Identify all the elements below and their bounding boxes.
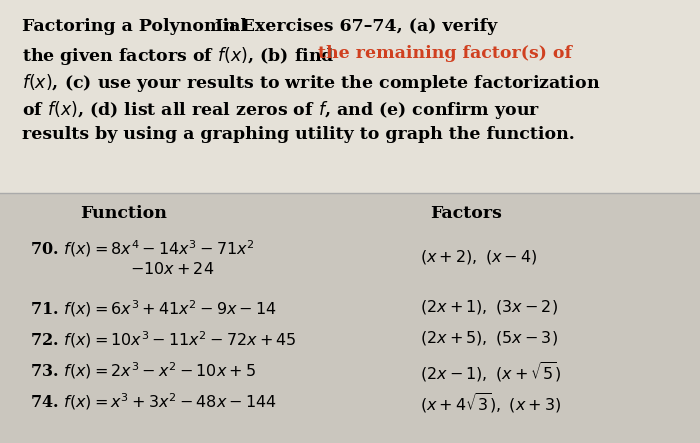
Text: 74. $f(x) = x^3 + 3x^2 - 48x - 144$: 74. $f(x) = x^3 + 3x^2 - 48x - 144$ (30, 391, 277, 412)
Text: results by using a graphing utility to graph the function.: results by using a graphing utility to g… (22, 126, 575, 143)
Text: $(2x + 1),\ (3x - 2)$: $(2x + 1),\ (3x - 2)$ (420, 298, 558, 316)
Text: $f(x)$, (c) use your results to write the complete factorization: $f(x)$, (c) use your results to write th… (22, 72, 601, 94)
Text: $- 10x + 24$: $- 10x + 24$ (130, 261, 214, 278)
Bar (0, 193, 700, 443)
Text: 72. $f(x) = 10x^3 - 11x^2 - 72x + 45$: 72. $f(x) = 10x^3 - 11x^2 - 72x + 45$ (30, 329, 297, 350)
Bar (0, 0, 700, 193)
Text: In Exercises 67–74, (a) verify: In Exercises 67–74, (a) verify (197, 18, 497, 35)
Text: the given factors of $f(x)$, (b) find: the given factors of $f(x)$, (b) find (22, 45, 335, 67)
Text: 71. $f(x) = 6x^3 + 41x^2 - 9x - 14$: 71. $f(x) = 6x^3 + 41x^2 - 9x - 14$ (30, 298, 277, 319)
Text: Factors: Factors (430, 205, 502, 222)
Text: 73. $f(x) = 2x^3 - x^2 - 10x + 5$: 73. $f(x) = 2x^3 - x^2 - 10x + 5$ (30, 360, 256, 381)
Text: $(2x - 1),\ (x + \sqrt{5})$: $(2x - 1),\ (x + \sqrt{5})$ (420, 360, 561, 384)
Text: the remaining factor(s) of: the remaining factor(s) of (318, 45, 572, 62)
Text: $(2x + 5),\ (5x - 3)$: $(2x + 5),\ (5x - 3)$ (420, 329, 558, 347)
Text: $(x + 4\sqrt{3}),\ (x + 3)$: $(x + 4\sqrt{3}),\ (x + 3)$ (420, 391, 561, 415)
Text: 70. $f(x) = 8x^4 - 14x^3 - 71x^2$: 70. $f(x) = 8x^4 - 14x^3 - 71x^2$ (30, 238, 255, 259)
Text: Factoring a Polynomial: Factoring a Polynomial (22, 18, 247, 35)
Text: Function: Function (80, 205, 167, 222)
Text: $(x + 2),\ (x - 4)$: $(x + 2),\ (x - 4)$ (420, 248, 538, 266)
Text: of $f(x)$, (d) list all real zeros of $f$, and (e) confirm your: of $f(x)$, (d) list all real zeros of $f… (22, 99, 540, 121)
